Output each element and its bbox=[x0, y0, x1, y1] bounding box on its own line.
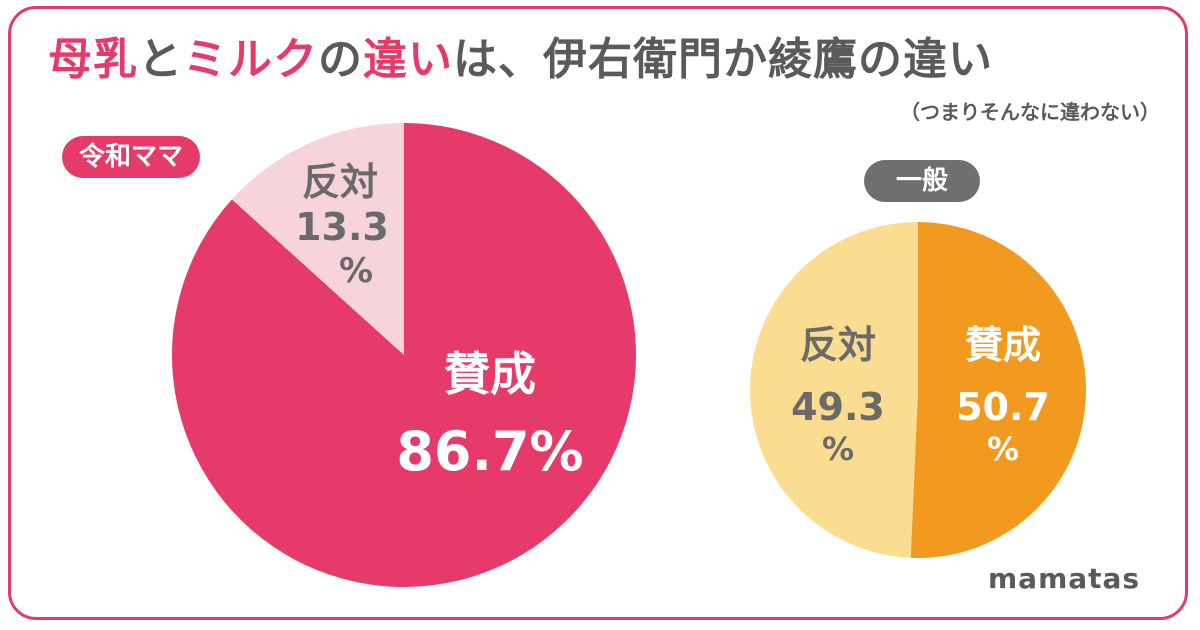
title-part-difference: 違い bbox=[363, 34, 453, 85]
slice-label-reiwa-agree: 賛成 bbox=[444, 347, 536, 401]
pie-chart-general: 賛成 50.7 % 反対 49.3 % bbox=[749, 222, 1086, 558]
slice-label-general-agree: 賛成 bbox=[965, 323, 1041, 367]
title-part-no: の bbox=[318, 34, 363, 85]
title-part-rest: は、伊右衛門か綾鷹の違い bbox=[453, 34, 993, 85]
slice-value-general-disagree: 49.3 bbox=[791, 385, 885, 429]
badge-general: 一般 bbox=[864, 160, 980, 202]
page-title: 母乳とミルクの違いは、伊右衛門か綾鷹の違い bbox=[48, 38, 993, 82]
page-subtitle: （つまりそんなに違わない） bbox=[900, 100, 1160, 124]
title-part-milk: ミルク bbox=[183, 34, 318, 85]
title-part-breastmilk: 母乳 bbox=[48, 34, 138, 85]
slice-label-reiwa-disagree: 反対 bbox=[302, 160, 378, 204]
title-part-to: と bbox=[138, 34, 183, 85]
pie-slice-general-agree bbox=[910, 222, 1086, 558]
pie-slice-reiwa-disagree bbox=[231, 123, 404, 355]
pie-chart-reiwa-mama: 賛成 86.7% 反対 13.3 % bbox=[171, 123, 636, 587]
pie-slice-general-disagree bbox=[749, 222, 918, 558]
slice-value-general-agree: 50.7 bbox=[956, 385, 1050, 429]
slice-unit-general-agree: % bbox=[987, 430, 1019, 468]
slice-label-general-disagree: 反対 bbox=[800, 323, 876, 367]
badge-reiwa-mama: 令和ママ bbox=[62, 136, 200, 178]
slice-value-reiwa-disagree: 13.3 bbox=[295, 205, 389, 249]
slice-unit-general-disagree: % bbox=[822, 430, 854, 468]
slice-value-reiwa-agree: 86.7% bbox=[396, 420, 583, 483]
brand-logo: mamatas bbox=[988, 562, 1141, 595]
slice-unit-reiwa-disagree: % bbox=[339, 251, 373, 291]
